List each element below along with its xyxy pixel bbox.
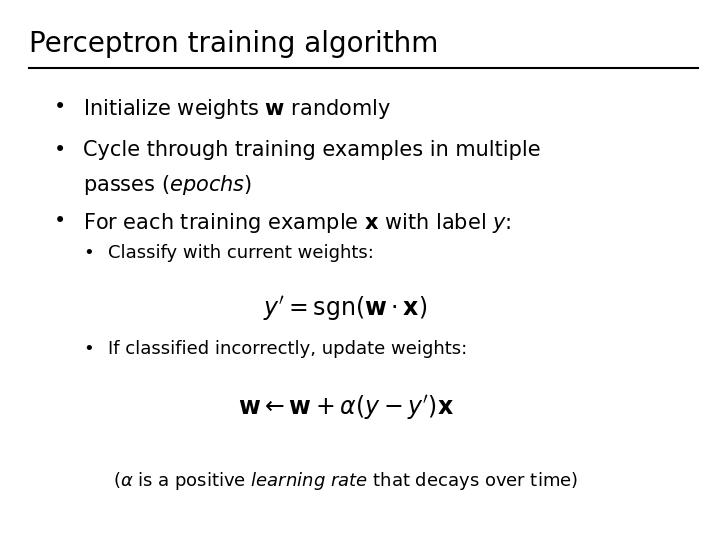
Text: $y'=\mathrm{sgn}(\mathbf{w} \cdot \mathbf{x})$: $y'=\mathrm{sgn}(\mathbf{w} \cdot \mathb… [264, 294, 428, 323]
Text: •: • [83, 244, 94, 262]
Text: Classify with current weights:: Classify with current weights: [108, 244, 374, 262]
Text: Initialize weights $\mathbf{w}$ randomly: Initialize weights $\mathbf{w}$ randomly [83, 97, 391, 121]
Text: $\mathbf{w} \leftarrow \mathbf{w} + \alpha\left(y - y'\right)\mathbf{x}$: $\mathbf{w} \leftarrow \mathbf{w} + \alp… [238, 393, 454, 422]
Text: If classified incorrectly, update weights:: If classified incorrectly, update weight… [108, 340, 467, 358]
Text: For each training example $\mathbf{x}$ with label $y$:: For each training example $\mathbf{x}$ w… [83, 211, 511, 234]
Text: ($\alpha$ is a positive $\mathit{learning\ rate}$ that decays over time): ($\alpha$ is a positive $\mathit{learnin… [113, 470, 578, 492]
Text: •: • [83, 340, 94, 358]
Text: •: • [54, 211, 66, 231]
Text: Cycle through training examples in multiple: Cycle through training examples in multi… [83, 140, 541, 160]
Text: •: • [54, 140, 66, 160]
Text: •: • [54, 97, 66, 117]
Text: passes ($\mathit{epochs}$): passes ($\mathit{epochs}$) [83, 173, 252, 197]
Text: Perceptron training algorithm: Perceptron training algorithm [29, 30, 438, 58]
